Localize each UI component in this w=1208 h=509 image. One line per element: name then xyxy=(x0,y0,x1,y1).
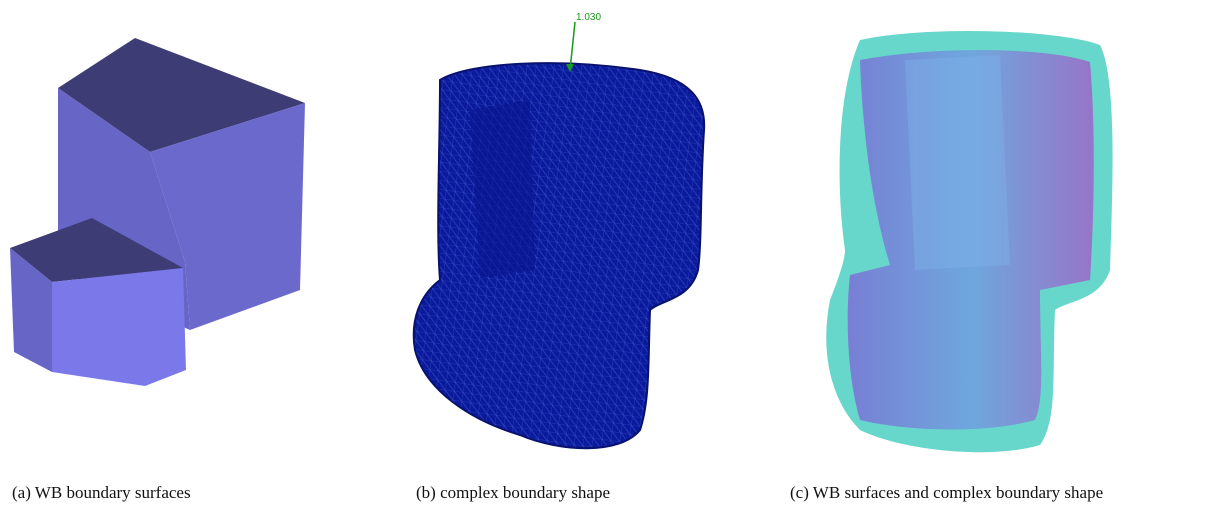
mesh-shadow xyxy=(470,100,535,278)
figure: 1.030 (a) WB boundary surfaces (b) compl… xyxy=(0,0,1208,509)
caption-b: (b) complex boundary shape xyxy=(416,483,610,502)
small-box-front xyxy=(52,268,186,386)
mesh-shape xyxy=(414,63,704,448)
panel-b-image: 1.030 xyxy=(414,12,704,448)
page: 1.030 (a) WB boundary surfaces (b) compl… xyxy=(0,0,1208,509)
annotation-label: 1.030 xyxy=(576,12,601,23)
caption-c: (c) WB surfaces and complex boundary sha… xyxy=(790,483,1103,502)
caption-a: (a) WB boundary surfaces xyxy=(12,483,191,502)
panel-c-image xyxy=(826,31,1112,452)
panel-a-image xyxy=(10,38,305,386)
inner-highlight xyxy=(905,55,1010,270)
